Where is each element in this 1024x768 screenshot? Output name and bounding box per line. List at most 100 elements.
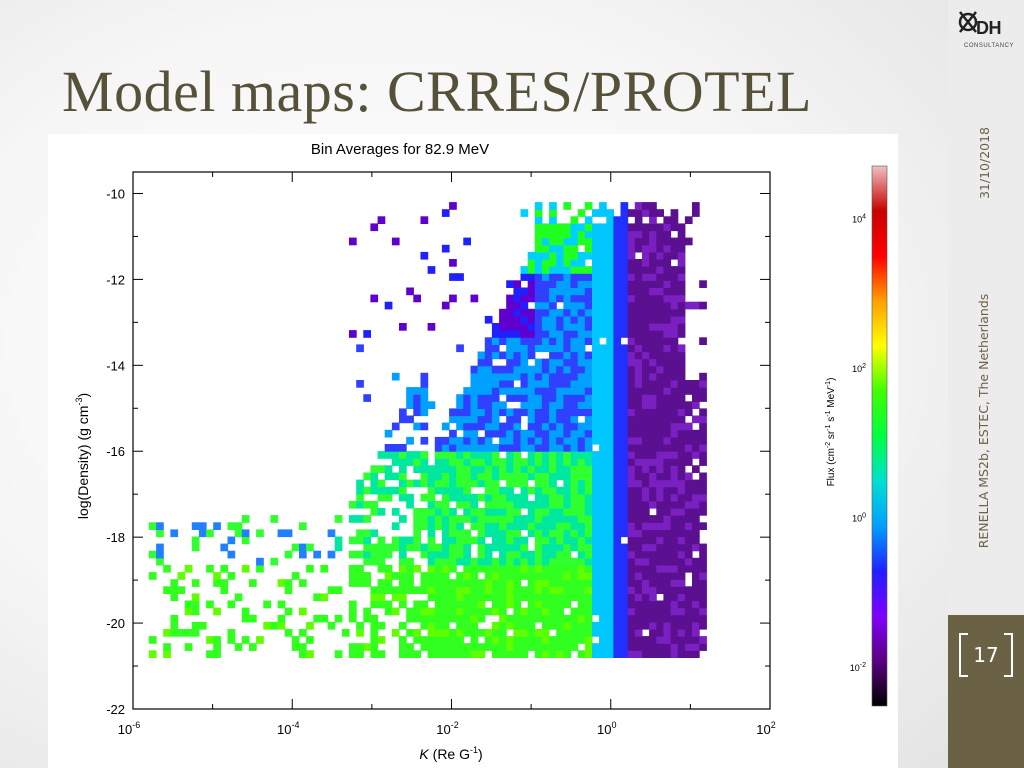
heatmap-bin — [520, 557, 529, 566]
heatmap-bin — [441, 244, 450, 253]
heatmap-bin — [656, 223, 664, 232]
heatmap-bin — [642, 337, 650, 345]
heatmap-bin — [563, 358, 572, 367]
heatmap-bin — [534, 380, 543, 388]
heatmap-bin — [527, 294, 536, 303]
heatmap-bin — [620, 202, 629, 210]
heatmap-bin — [420, 216, 429, 224]
heatmap-bin — [491, 621, 500, 630]
heatmap-bin — [441, 536, 450, 545]
heatmap-bin — [434, 444, 443, 452]
heatmap-bin — [577, 636, 586, 644]
heatmap-bin — [670, 522, 679, 530]
heatmap-bin — [670, 579, 679, 587]
heatmap-bin — [620, 244, 629, 253]
heatmap-bin — [506, 323, 514, 331]
heatmap-bin — [413, 607, 421, 616]
heatmap-bin — [606, 550, 614, 559]
heatmap-bin — [320, 593, 329, 602]
heatmap-bin — [527, 451, 536, 459]
heatmap-bin — [642, 266, 650, 274]
heatmap-bin — [534, 593, 543, 602]
heatmap-bin — [606, 394, 614, 402]
heatmap-bin — [613, 422, 622, 431]
heatmap-bin — [620, 401, 629, 409]
heatmap-bin — [649, 294, 657, 303]
heatmap-bin — [484, 365, 493, 374]
logo-mark-icon — [958, 11, 978, 33]
heatmap-bin — [606, 593, 614, 602]
heatmap-bin — [592, 472, 600, 481]
heatmap-bin — [649, 244, 657, 253]
heatmap-bin — [484, 500, 493, 509]
heatmap-bin — [484, 557, 493, 566]
heatmap-bin — [649, 237, 657, 246]
heatmap-bin — [256, 636, 264, 644]
heatmap-bin — [634, 280, 643, 288]
heatmap-bin — [356, 493, 364, 502]
heatmap-bin — [384, 472, 393, 481]
heatmap-bin — [427, 508, 436, 516]
heatmap-bin — [549, 508, 557, 516]
heatmap-bin — [606, 493, 614, 502]
heatmap-bin — [570, 387, 579, 395]
heatmap-bin — [627, 365, 636, 374]
heatmap-bin — [599, 251, 607, 260]
heatmap-bin — [349, 579, 357, 587]
heatmap-bin — [520, 308, 529, 317]
heatmap-bin — [670, 415, 679, 424]
heatmap-bin — [456, 643, 464, 651]
y-tick-label: -22 — [106, 702, 125, 717]
heatmap-bin — [470, 429, 479, 438]
heatmap-bin — [541, 650, 550, 658]
heatmap-bin — [406, 451, 414, 459]
heatmap-bin — [599, 465, 607, 473]
heatmap-bin — [627, 415, 636, 424]
heatmap-bin — [477, 401, 486, 409]
heatmap-bin — [563, 372, 572, 381]
heatmap-bin — [484, 394, 493, 402]
heatmap-bin — [606, 280, 614, 288]
heatmap-bin — [577, 315, 586, 324]
heatmap-bin — [570, 586, 579, 594]
heatmap-bin — [534, 259, 543, 267]
heatmap-bin — [570, 536, 579, 545]
heatmap-bin — [677, 422, 686, 431]
heatmap-bin — [577, 280, 586, 288]
heatmap-bin — [649, 536, 657, 545]
heatmap-bin — [456, 636, 464, 644]
heatmap-bin — [541, 543, 550, 552]
heatmap-bin — [349, 500, 357, 509]
heatmap-bin — [477, 550, 486, 559]
heatmap-bin — [527, 280, 536, 288]
heatmap-bin — [463, 607, 471, 616]
heatmap-bin — [391, 543, 400, 552]
heatmap-bin — [449, 557, 457, 566]
heatmap-bin — [534, 550, 543, 559]
heatmap-bin — [699, 586, 707, 594]
heatmap-bin — [484, 579, 493, 587]
heatmap-bin — [642, 522, 650, 530]
heatmap-bin — [549, 301, 557, 310]
heatmap-bin — [620, 458, 629, 466]
heatmap-bin — [699, 543, 707, 552]
heatmap-bin — [642, 251, 650, 260]
heatmap-bin — [670, 564, 679, 573]
heatmap-bin — [627, 636, 636, 644]
heatmap-bin — [613, 408, 622, 417]
heatmap-bin — [699, 458, 707, 466]
heatmap-bin — [441, 436, 450, 445]
heatmap-bin — [584, 308, 593, 317]
heatmap-bin — [513, 557, 522, 566]
heatmap-bin — [534, 230, 543, 239]
heatmap-bin — [649, 394, 657, 402]
heatmap-bin — [520, 394, 529, 402]
heatmap-bin — [670, 429, 679, 438]
heatmap-bin — [627, 394, 636, 402]
heatmap-bin — [577, 436, 586, 445]
heatmap-bin — [592, 479, 600, 488]
heatmap-bin — [649, 401, 657, 409]
heatmap-bin — [584, 529, 593, 538]
heatmap-bin — [506, 472, 514, 481]
heatmap-bin — [356, 572, 364, 580]
